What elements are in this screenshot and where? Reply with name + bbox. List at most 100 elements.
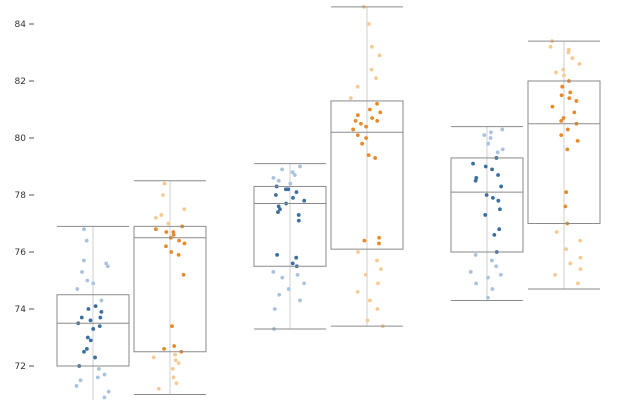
data-point-dark [153,227,158,232]
data-point-light [271,270,276,274]
orange-box [133,180,207,395]
data-point-dark [559,133,564,138]
data-point-light [495,150,500,155]
data-point-dark [302,198,307,203]
data-point-light [292,173,297,177]
data-point-light [374,76,378,81]
data-point-light [375,258,379,263]
plot-area [56,5,601,400]
data-point-light [298,298,302,303]
data-point-dark [296,218,301,223]
data-point-light [159,213,164,217]
data-point-light [153,215,158,220]
data-point-dark [294,190,299,195]
data-point-light [500,147,505,152]
data-point-light [162,181,167,186]
data-point-light [85,278,90,283]
data-point-light [160,193,165,197]
data-point-light [295,272,300,277]
data-point-dark [375,101,379,106]
data-point-dark [574,99,579,103]
data-point-light [290,170,295,175]
iqr-box [450,157,524,253]
data-point-light [288,181,293,186]
data-point-dark [565,147,570,152]
data-point-light [482,133,487,138]
data-point-dark [362,238,367,243]
data-point-dark [275,252,280,257]
y-tick-label: 78 [15,191,27,201]
data-point-light [488,130,493,135]
data-point-light [486,295,490,300]
data-point-dark [84,347,89,351]
data-point-light [91,281,96,286]
data-point-light [548,44,553,49]
data-point-light [576,281,580,286]
blue-box [450,126,524,301]
data-point-dark [170,324,174,328]
data-point-light [494,264,499,269]
data-point-dark [561,116,566,120]
data-point-light [486,275,490,280]
data-point-dark [496,198,501,203]
data-point-dark [375,119,380,123]
data-point-light [562,73,566,78]
iqr-box [253,185,327,267]
data-point-dark [373,156,378,160]
data-point-dark [355,133,360,138]
data-point-dark [91,327,96,331]
data-point-dark [291,195,295,200]
data-point-light [566,47,571,52]
data-point-light [280,167,284,172]
data-point-light [82,258,86,263]
data-point-light [99,298,104,303]
data-point-light [82,227,86,232]
data-point-dark [377,235,382,240]
data-point-light [577,62,582,66]
data-point-light [174,381,179,385]
data-point-light [570,56,575,61]
data-point-dark [182,241,187,246]
data-point-dark [572,110,577,115]
data-point-dark [367,107,372,112]
data-point-dark [483,213,488,217]
data-point-light [564,247,569,252]
data-point-dark [563,204,568,209]
data-point-dark [498,207,502,212]
data-point-dark [559,119,564,123]
data-point-light [176,361,181,366]
orange-box [330,5,404,328]
data-point-dark [98,315,103,320]
data-point-dark [176,252,181,257]
data-point-light [554,230,559,234]
iqr-box [56,294,130,367]
data-point-dark [378,110,383,115]
data-point-dark [177,238,181,243]
data-point-light [499,272,503,277]
data-point-dark [273,193,278,197]
data-point-light [96,366,101,371]
data-point-light [277,292,282,297]
box-group-1 [56,180,207,400]
data-point-light [489,258,494,263]
data-point-dark [377,241,381,246]
data-point-light [379,267,383,271]
data-point-dark [99,309,104,314]
data-point-dark [171,230,176,234]
data-point-dark [483,164,488,169]
data-point-light [156,386,161,391]
orange-box [527,39,601,290]
y-axis: 72 74 76 78 80 82 84 [15,20,34,372]
data-point-dark [353,119,358,123]
data-point-light [474,281,478,286]
data-point-dark [171,233,176,237]
data-point-light [473,252,478,257]
data-point-dark [172,344,177,348]
data-point-light [367,22,371,26]
data-point-light [276,178,281,183]
data-point-light [171,375,176,380]
data-point-light [78,378,83,383]
data-point-dark [496,173,500,177]
data-point-light [170,366,175,371]
data-point-light [376,281,380,286]
